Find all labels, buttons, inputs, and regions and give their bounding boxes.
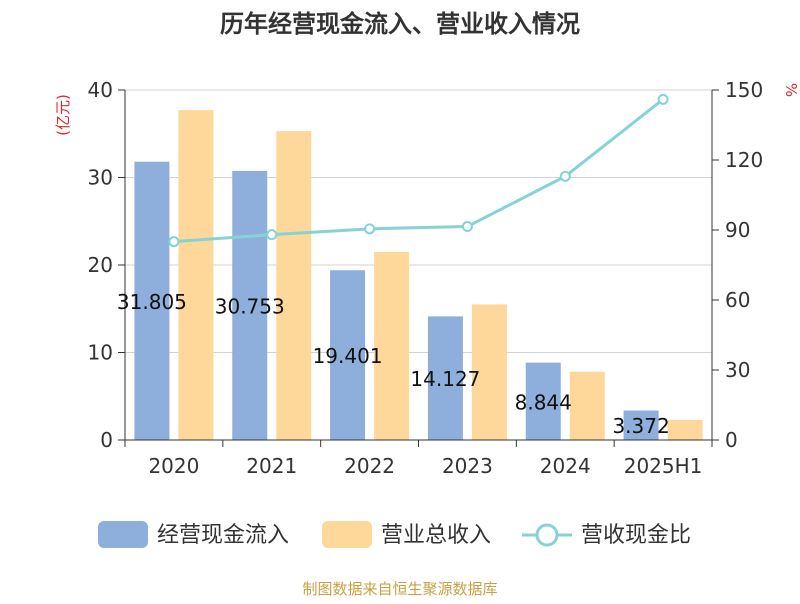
legend-label-cash-inflow: 经营现金流入 xyxy=(157,523,289,548)
ratio-point xyxy=(559,170,571,182)
ratio-point xyxy=(266,229,278,241)
bar-cash-inflow xyxy=(330,270,366,440)
bar-value-label: 14.127 xyxy=(410,367,480,391)
x-tick-label: 2023 xyxy=(442,454,493,478)
axis-ticks: 0 10 20 30 40 0 30 60 90 120 150 2020 2021 2022 2023 20… xyxy=(88,78,764,478)
x-tick-label: 2024 xyxy=(540,454,591,478)
bar-cash-inflow xyxy=(525,362,561,440)
legend-label-revenue: 营业总收入 xyxy=(381,523,491,548)
left-tick-label: 40 xyxy=(88,78,113,102)
bar-revenue xyxy=(667,419,703,440)
right-tick-label: 30 xyxy=(725,358,750,382)
bar-revenue xyxy=(178,110,214,440)
right-axis-label: % xyxy=(782,83,800,97)
bar-cash-inflow xyxy=(232,170,268,440)
bar-series-group xyxy=(134,110,703,441)
legend-swatch-revenue xyxy=(322,521,372,548)
left-tick-label: 10 xyxy=(88,341,113,365)
right-tick-label: 150 xyxy=(725,78,763,102)
x-tick-label: 2025H1 xyxy=(624,454,703,478)
x-tick-label: 2022 xyxy=(344,454,395,478)
bar-value-label: 19.401 xyxy=(313,344,383,368)
x-tick-label: 2021 xyxy=(246,454,297,478)
right-tick-label: 60 xyxy=(725,288,750,312)
bar-value-label: 30.753 xyxy=(215,294,285,318)
bar-cash-inflow xyxy=(623,410,659,440)
bar-cash-inflow xyxy=(134,161,170,441)
ratio-point xyxy=(657,93,669,105)
bar-value-label: 8.844 xyxy=(515,390,572,414)
x-tick-label: 2020 xyxy=(148,454,199,478)
legend: 经营现金流入 营业总收入 营收现金比 xyxy=(98,521,691,548)
bar-value-label: 31.805 xyxy=(117,290,187,314)
right-tick-label: 0 xyxy=(725,428,738,452)
ratio-point xyxy=(364,223,376,235)
ratio-point xyxy=(461,221,473,232)
ratio-line xyxy=(173,98,665,244)
bar-revenue xyxy=(569,371,605,440)
left-axis-label: (亿元) xyxy=(54,94,72,136)
left-tick-label: 30 xyxy=(88,166,113,190)
bar-revenue xyxy=(374,251,410,440)
right-tick-label: 90 xyxy=(725,218,750,242)
right-tick-label: 120 xyxy=(725,148,763,172)
legend-swatch-cash-inflow xyxy=(98,521,148,548)
line-series-group xyxy=(168,93,669,248)
bar-revenue xyxy=(276,131,312,440)
chart-title: 历年经营现金流入、营业收入情况 xyxy=(220,10,580,38)
bar-cash-inflow xyxy=(427,316,463,440)
left-tick-label: 20 xyxy=(88,253,113,277)
gridlines xyxy=(125,89,712,353)
left-tick-label: 0 xyxy=(100,428,113,452)
ratio-point xyxy=(168,236,180,248)
legend-label-ratio: 营收现金比 xyxy=(581,523,691,548)
bar-revenue xyxy=(471,304,507,440)
bar-value-label: 3.372 xyxy=(612,414,669,438)
source-note: 制图数据来自恒生聚源数据库 xyxy=(302,580,497,598)
data-labels-group: 31.805 30.753 19.401 14.127 8.844 3.372 xyxy=(117,290,670,438)
legend-line-marker xyxy=(535,523,559,547)
